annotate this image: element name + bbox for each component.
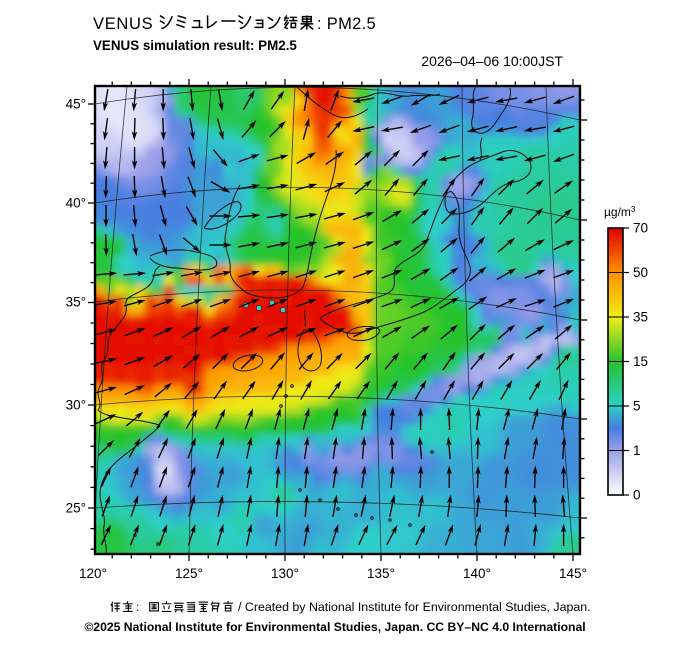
svg-text:µg/m3: µg/m3 (604, 205, 636, 219)
svg-text:70: 70 (633, 221, 648, 236)
svg-text:140°: 140° (463, 566, 491, 581)
svg-text:: PM2.5: : PM2.5 (317, 15, 376, 33)
svg-text:/ Created by National Institut: / Created by National Institute for Envi… (238, 600, 591, 614)
svg-text::: : (136, 600, 139, 614)
svg-text:145°: 145° (559, 566, 587, 581)
svg-text:0: 0 (633, 488, 641, 503)
svg-text:35°: 35° (66, 295, 86, 310)
svg-text:45°: 45° (66, 97, 86, 112)
svg-text:©2025 National Institute for E: ©2025 National Institute for Environment… (84, 620, 585, 634)
svg-text:135°: 135° (367, 566, 395, 581)
svg-text:50: 50 (633, 265, 648, 280)
svg-text:VENUS: VENUS (93, 15, 153, 33)
svg-text:130°: 130° (271, 566, 299, 581)
svg-text:1: 1 (633, 443, 641, 458)
svg-text:120°: 120° (79, 566, 107, 581)
svg-text:15: 15 (633, 354, 648, 369)
svg-text:25°: 25° (66, 501, 86, 516)
svg-text:40°: 40° (66, 196, 86, 211)
svg-text:2026–04–06 10:00JST: 2026–04–06 10:00JST (421, 53, 563, 69)
svg-text:VENUS simulation result: PM2.5: VENUS simulation result: PM2.5 (93, 38, 297, 53)
svg-text:35: 35 (633, 310, 648, 325)
svg-text:5: 5 (633, 399, 641, 414)
svg-text:125°: 125° (175, 566, 203, 581)
svg-text:30°: 30° (66, 398, 86, 413)
